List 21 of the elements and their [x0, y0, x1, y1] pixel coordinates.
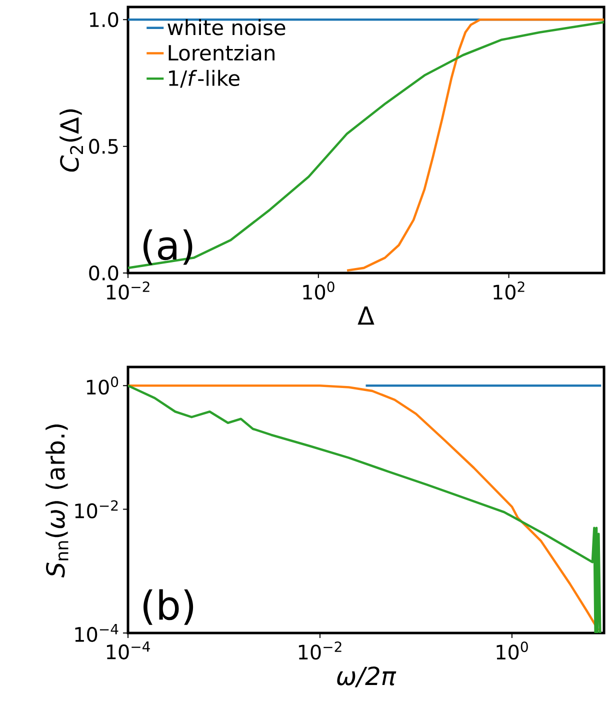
x-tick-label: 10$^{0}$ — [303, 282, 334, 300]
x-tick-label: 10$^{2}$ — [494, 282, 524, 300]
x-tick-label: 10$^{−2}$ — [106, 282, 150, 300]
y-tick-label: 0.0 — [89, 265, 118, 281]
annotation: (a) — [144, 229, 192, 265]
x-axis-title: Δ — [358, 306, 374, 325]
legend-label: Lorentzian — [168, 44, 274, 61]
annotation: (b) — [144, 589, 194, 625]
legend-label: white noise — [168, 19, 286, 36]
y-tick-label: 10$^{0}$ — [86, 376, 118, 395]
y-tick-label: 0.5 — [89, 138, 118, 154]
x-tick-label: 10$^{−2}$ — [298, 642, 342, 660]
x-axis-title: ω/2π — [337, 666, 396, 688]
x-tick-label: 10$^{−4}$ — [106, 642, 150, 660]
x-tick-label: 10$^{0}$ — [496, 642, 528, 660]
legend-label: 1/f-like — [169, 70, 240, 88]
y-tick-label: 1.0 — [90, 12, 118, 28]
y-tick-label: 10$^{−4}$ — [75, 624, 118, 642]
y-axis-title: S$_{nn}$(ω) (arb.) — [46, 424, 68, 578]
y-axis-title: C$_{2}$(Δ) — [60, 109, 83, 172]
y-tick-label: 10$^{−2}$ — [75, 500, 118, 518]
